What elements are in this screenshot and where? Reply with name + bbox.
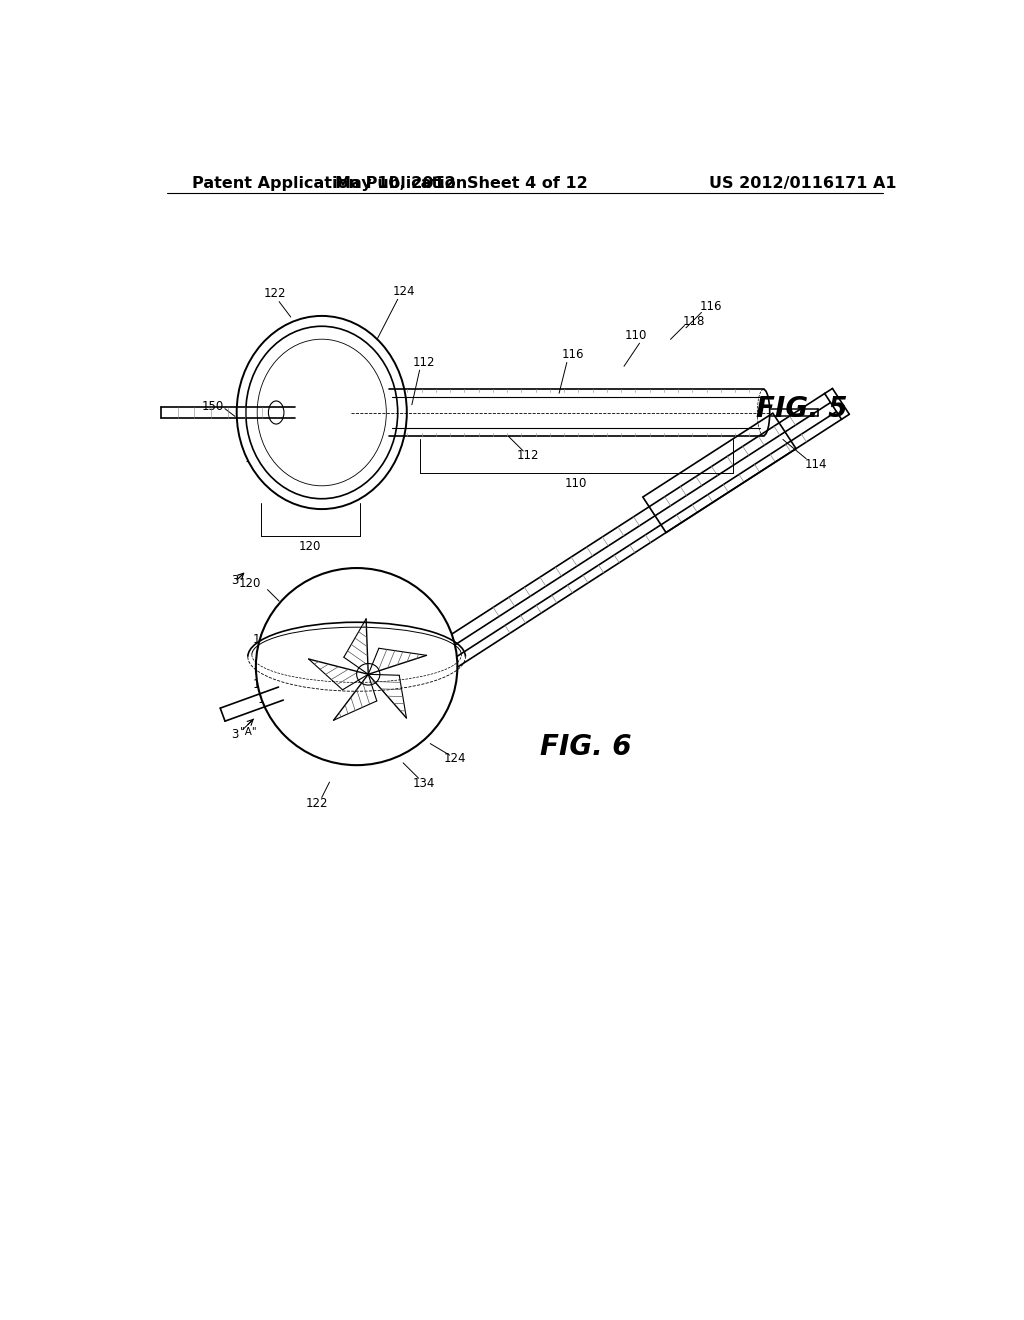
Text: 124: 124: [443, 752, 466, 766]
Text: 110: 110: [565, 477, 587, 490]
Text: May 10, 2012  Sheet 4 of 12: May 10, 2012 Sheet 4 of 12: [335, 176, 588, 190]
Text: 150: 150: [202, 400, 224, 413]
Text: 118: 118: [683, 315, 705, 329]
Text: 138: 138: [301, 614, 324, 627]
Text: 112: 112: [413, 356, 435, 370]
Text: 139: 139: [316, 610, 339, 623]
Text: 140: 140: [294, 630, 315, 643]
Text: 116: 116: [562, 348, 585, 362]
Ellipse shape: [246, 326, 397, 499]
Text: 110: 110: [625, 329, 647, 342]
Text: "A": "A": [240, 727, 256, 737]
Text: 122: 122: [264, 288, 287, 301]
Text: FIG. 5: FIG. 5: [757, 395, 848, 422]
Text: 122: 122: [306, 797, 329, 810]
Text: 3: 3: [231, 574, 239, 587]
Text: 112: 112: [517, 449, 540, 462]
Text: 134: 134: [413, 777, 435, 791]
Text: 3: 3: [231, 727, 239, 741]
Text: 125: 125: [245, 453, 267, 465]
Text: 120: 120: [299, 540, 322, 553]
Text: FIG. 6: FIG. 6: [540, 734, 631, 762]
Text: 125: 125: [253, 677, 274, 690]
Text: Patent Application Publication: Patent Application Publication: [191, 176, 467, 190]
Text: 116: 116: [699, 300, 722, 313]
Text: 132: 132: [253, 634, 274, 647]
Text: 120: 120: [239, 577, 261, 590]
Text: 124: 124: [392, 285, 415, 298]
Text: 114: 114: [805, 458, 827, 471]
Text: 150: 150: [258, 693, 281, 706]
Text: US 2012/0116171 A1: US 2012/0116171 A1: [710, 176, 897, 190]
Text: 136: 136: [334, 598, 356, 611]
Ellipse shape: [237, 315, 407, 510]
Ellipse shape: [256, 568, 458, 766]
